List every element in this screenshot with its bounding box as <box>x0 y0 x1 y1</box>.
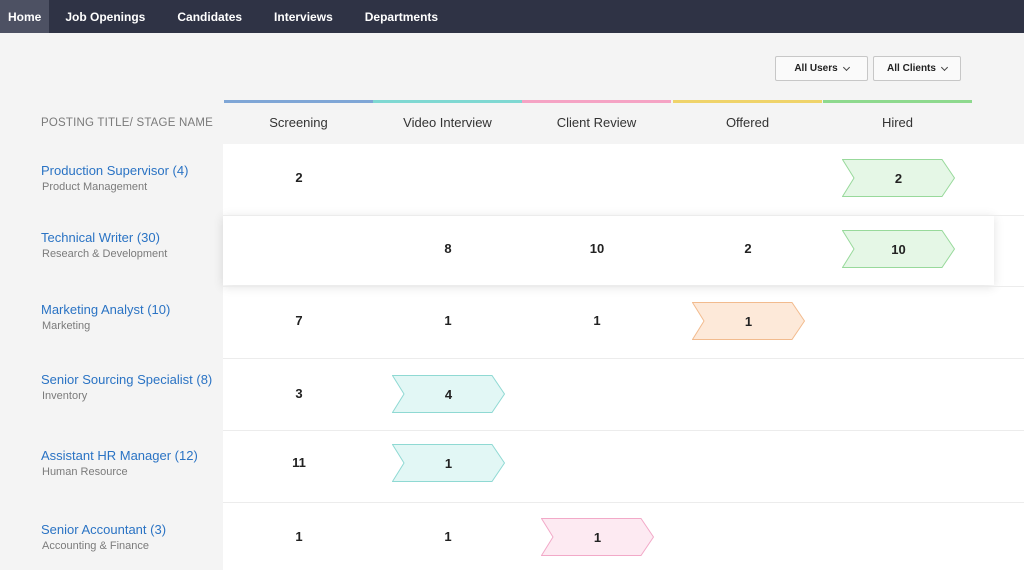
chevron-shape <box>392 375 505 413</box>
chevron-down-icon <box>940 63 948 71</box>
posting-title-link[interactable]: Senior Accountant (3) <box>41 522 167 537</box>
pipeline-grid <box>223 144 1024 570</box>
stage-count[interactable]: 1 <box>444 313 452 328</box>
stage-color-bar <box>224 100 373 103</box>
stage-count: 1 <box>444 455 453 471</box>
stage-label: Screening <box>269 115 328 130</box>
stage-count-chevron[interactable]: 1 <box>392 444 505 482</box>
posting-title-link[interactable]: Production Supervisor (4) <box>41 163 189 178</box>
stage-count: 1 <box>744 313 753 329</box>
all-users-filter[interactable]: All Users <box>775 56 868 81</box>
stage-header-client-review: Client Review <box>522 100 671 144</box>
top-nav: Home Job Openings Candidates Interviews Depa… <box>0 0 1024 33</box>
stage-count-chevron[interactable]: 1 <box>541 518 654 556</box>
stage-count[interactable]: 2 <box>744 241 752 256</box>
chevron-shape <box>842 159 955 197</box>
stage-count-chevron[interactable]: 1 <box>692 302 805 340</box>
posting-department: Accounting & Finance <box>42 540 150 552</box>
row-divider <box>223 502 1024 503</box>
nav-item-job-openings[interactable]: Job Openings <box>65 9 146 24</box>
stage-count: 2 <box>894 170 903 186</box>
chevron-shape <box>392 444 505 482</box>
row-divider <box>223 358 1024 359</box>
stage-count-chevron[interactable]: 10 <box>842 230 955 268</box>
posting-title-link[interactable]: Assistant HR Manager (12) <box>41 448 198 463</box>
row-divider <box>223 286 1024 287</box>
nav-item-candidates[interactable]: Candidates <box>177 9 243 24</box>
chevron-down-icon <box>842 63 850 71</box>
stage-header-hired: Hired <box>823 100 972 144</box>
stage-label: Offered <box>725 115 770 130</box>
stage-count: 1 <box>593 529 602 545</box>
posting-title-header: POSTING TITLE/ STAGE NAME <box>41 117 213 129</box>
stage-count[interactable]: 1 <box>593 313 601 328</box>
chevron-shape <box>541 518 654 556</box>
stage-color-bar <box>373 100 522 103</box>
posting-title-link[interactable]: Marketing Analyst (10) <box>41 302 171 317</box>
stage-count: 4 <box>444 386 453 402</box>
all-clients-filter[interactable]: All Clients <box>873 56 961 81</box>
nav-item-departments[interactable]: Departments <box>364 9 439 24</box>
stage-color-bar <box>522 100 671 103</box>
stage-label: Client Review <box>556 115 637 130</box>
stage-count[interactable]: 1 <box>295 529 303 544</box>
stage-count: 10 <box>891 241 906 257</box>
posting-title-link[interactable]: Senior Sourcing Specialist (8) <box>41 372 213 387</box>
nav-item-home[interactable]: Home <box>0 0 50 33</box>
posting-department: Research & Development <box>42 248 168 260</box>
row-divider <box>223 215 1024 216</box>
stage-header-screening: Screening <box>224 100 373 144</box>
row-divider <box>223 430 1024 431</box>
posting-department: Marketing <box>42 320 91 332</box>
posting-department: Inventory <box>42 390 88 402</box>
stage-header-offered: Offered <box>673 100 822 144</box>
stage-count[interactable]: 7 <box>295 313 303 328</box>
stage-count-chevron[interactable]: 2 <box>842 159 955 197</box>
chevron-shape <box>842 230 955 268</box>
stage-count[interactable]: 3 <box>295 386 303 401</box>
nav-item-interviews[interactable]: Interviews <box>274 9 333 24</box>
posting-department: Human Resource <box>42 466 128 478</box>
stage-count[interactable]: 1 <box>444 529 452 544</box>
stage-color-bar <box>823 100 972 103</box>
stage-count-chevron[interactable]: 4 <box>392 375 505 413</box>
stage-header-video-interview: Video Interview <box>373 100 522 144</box>
stage-count[interactable]: 8 <box>444 241 452 256</box>
stage-color-bar <box>673 100 822 103</box>
chevron-shape <box>692 302 805 340</box>
all-users-label: All Users <box>794 63 838 74</box>
stage-count[interactable]: 10 <box>589 241 605 256</box>
all-clients-label: All Clients <box>887 63 936 74</box>
stage-label: Video Interview <box>403 115 492 130</box>
posting-title-link[interactable]: Technical Writer (30) <box>41 230 160 245</box>
stage-count[interactable]: 2 <box>295 170 303 185</box>
stage-label: Hired <box>881 115 914 130</box>
posting-department: Product Management <box>42 181 148 193</box>
stage-count[interactable]: 11 <box>292 455 306 470</box>
